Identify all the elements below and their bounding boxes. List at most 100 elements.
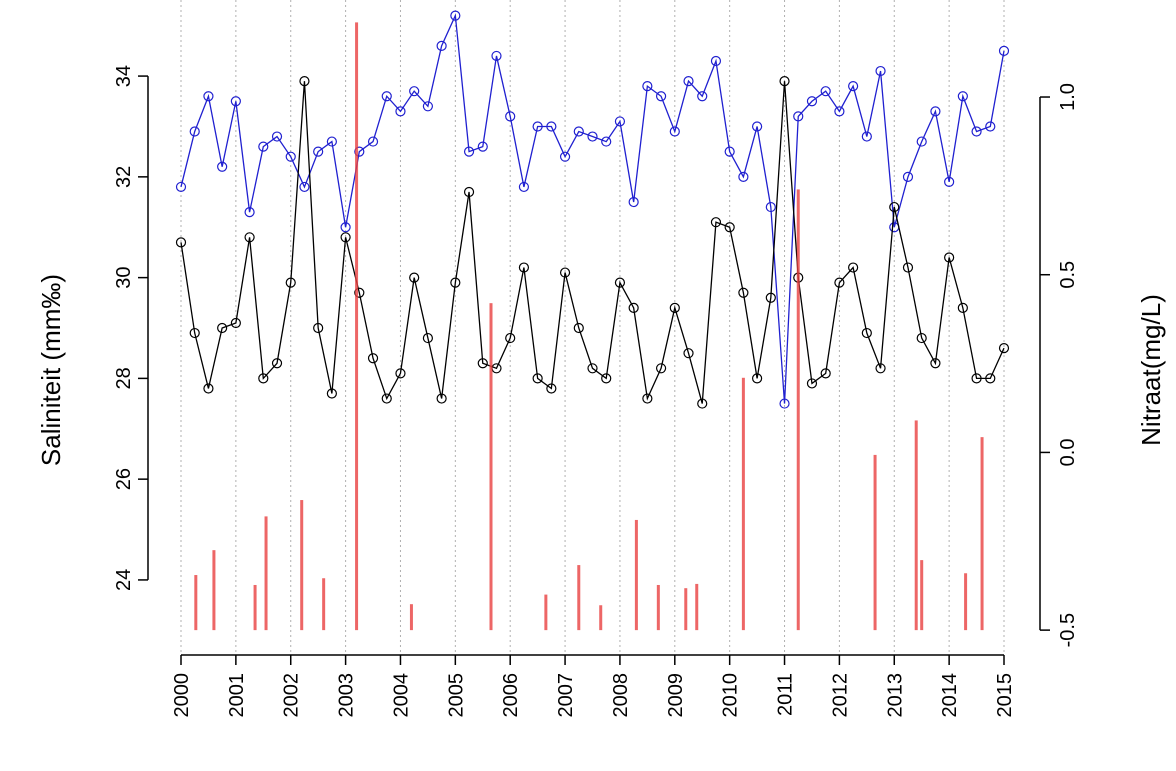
bar (873, 454, 877, 631)
y2-tick-label: 1.0 (1057, 83, 1079, 111)
bar (914, 420, 918, 631)
point (573, 126, 584, 137)
point (834, 277, 845, 288)
point (614, 116, 626, 127)
point (381, 91, 392, 102)
point (244, 207, 255, 218)
point (518, 262, 530, 273)
point (875, 363, 886, 374)
y2-tick-label: -0.5 (1057, 613, 1079, 647)
point (313, 322, 324, 334)
point (642, 81, 653, 92)
point (916, 136, 927, 147)
x-tick-label: 2011 (775, 673, 797, 716)
point (258, 141, 269, 152)
point (751, 373, 763, 384)
x-tick-label: 2015 (994, 673, 1016, 718)
point (381, 393, 392, 404)
point (710, 217, 722, 228)
point (806, 378, 818, 389)
point (313, 146, 324, 157)
point (203, 383, 214, 394)
point (834, 106, 845, 117)
y2-axis-label: Nitraat(mg/L) (1136, 294, 1166, 446)
point (710, 55, 722, 67)
point (203, 91, 214, 102)
point (532, 373, 543, 384)
point (422, 332, 433, 344)
point (820, 368, 831, 379)
point (655, 91, 667, 102)
point (944, 176, 955, 187)
bar (634, 519, 638, 631)
y-tick-label: 34 (113, 65, 135, 87)
point (765, 292, 776, 303)
point (985, 121, 996, 132)
point (367, 353, 379, 364)
point (271, 358, 283, 369)
point (642, 393, 653, 404)
point (395, 106, 406, 117)
series-line (180, 13, 1005, 404)
x-tick-label: 2003 (336, 673, 358, 718)
point (930, 106, 941, 117)
point (724, 222, 735, 233)
point (450, 10, 461, 21)
point (751, 121, 763, 132)
point (669, 126, 680, 137)
point (546, 121, 557, 132)
bar (322, 578, 326, 631)
point (477, 358, 488, 369)
point (354, 287, 365, 298)
point (354, 146, 365, 157)
bar (264, 516, 268, 631)
bar (409, 604, 413, 631)
x-tick-label: 2000 (171, 673, 193, 718)
bar (577, 565, 581, 631)
point (285, 151, 296, 162)
point (230, 317, 241, 329)
point (779, 398, 790, 409)
point (587, 363, 598, 374)
bar (544, 594, 548, 631)
point (422, 101, 433, 112)
y-tick-label: 26 (113, 468, 135, 490)
point (957, 91, 968, 102)
point (230, 96, 241, 107)
point (409, 86, 420, 97)
bar (656, 584, 660, 631)
y2-tick-label: 0.5 (1057, 261, 1079, 289)
point (998, 45, 1010, 56)
point (299, 76, 310, 87)
point (491, 50, 502, 62)
point (505, 332, 516, 344)
point (217, 322, 228, 334)
bar (599, 605, 603, 631)
point (367, 136, 379, 147)
point (217, 161, 228, 172)
point (505, 111, 516, 122)
x-tick-label: 2001 (226, 673, 248, 718)
point (944, 252, 955, 263)
point (189, 126, 200, 137)
point (614, 277, 626, 288)
bar (355, 22, 359, 631)
point (340, 232, 351, 243)
point (436, 40, 447, 51)
point (848, 81, 859, 92)
point (669, 302, 680, 313)
x-tick-label: 2002 (281, 673, 303, 718)
x-tick-label: 2004 (390, 673, 412, 718)
point (889, 201, 900, 213)
point (326, 136, 337, 147)
point (861, 131, 872, 142)
y-tick-label: 30 (113, 266, 135, 288)
point (326, 388, 337, 399)
y-tick-label: 32 (113, 166, 135, 188)
point (971, 126, 982, 137)
x-tick-label: 2014 (939, 673, 961, 718)
bar (741, 377, 745, 631)
point (738, 287, 749, 298)
point (450, 277, 461, 288)
point (697, 398, 708, 409)
